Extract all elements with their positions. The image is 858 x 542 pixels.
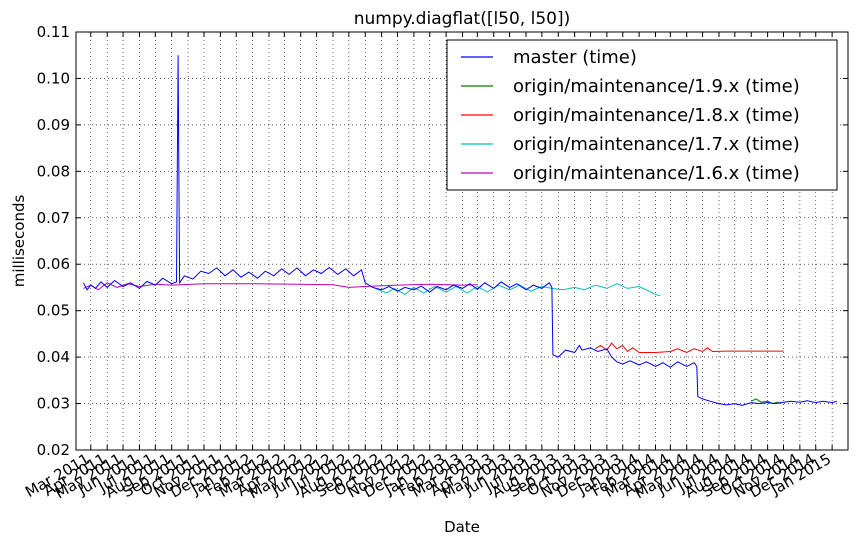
y-tick-label: 0.11 — [37, 23, 70, 41]
legend: master (time) origin/maintenance/1.9.x (t… — [446, 39, 838, 191]
legend-label: origin/maintenance/1.8.x (time) — [513, 105, 800, 126]
legend-label: origin/maintenance/1.9.x (time) — [513, 76, 800, 97]
chart-title: numpy.diagflat([l50, l50]) — [354, 9, 571, 29]
series-line-origin-maintenance-1-9-x-time — [750, 398, 781, 405]
y-tick-label: 0.07 — [37, 209, 70, 227]
y-axis-label: milliseconds — [10, 195, 28, 288]
y-tick-label: 0.02 — [37, 441, 70, 459]
plot-frame — [75, 31, 849, 451]
y-tick-label: 0.09 — [37, 116, 70, 134]
legend-label: origin/maintenance/1.6.x (time) — [513, 163, 800, 184]
series-line-master-time — [82, 55, 838, 406]
series-lines — [82, 55, 838, 406]
series-line-origin-maintenance-1-7-x-time — [375, 283, 661, 297]
legend-box — [446, 39, 838, 191]
y-tick-label: 0.03 — [37, 395, 70, 413]
y-tick-label: 0.05 — [37, 302, 70, 320]
legend-label: origin/maintenance/1.7.x (time) — [513, 134, 800, 155]
legend-label: master (time) — [513, 47, 637, 68]
grid — [76, 31, 848, 451]
y-tick-label: 0.04 — [37, 348, 70, 366]
series-line-origin-maintenance-1-8-x-time — [594, 342, 784, 354]
x-axis-label: Date — [444, 518, 480, 536]
y-tick-label: 0.08 — [37, 162, 70, 180]
series-line-origin-maintenance-1-6-x-time — [83, 282, 478, 291]
y-tick-label: 0.06 — [37, 255, 70, 273]
y-tick-label: 0.10 — [37, 69, 70, 87]
axis-ticks: 0.02 0.03 0.04 0.05 0.06 0.07 0.08 0.09 0.10 0.11… — [22, 23, 848, 502]
